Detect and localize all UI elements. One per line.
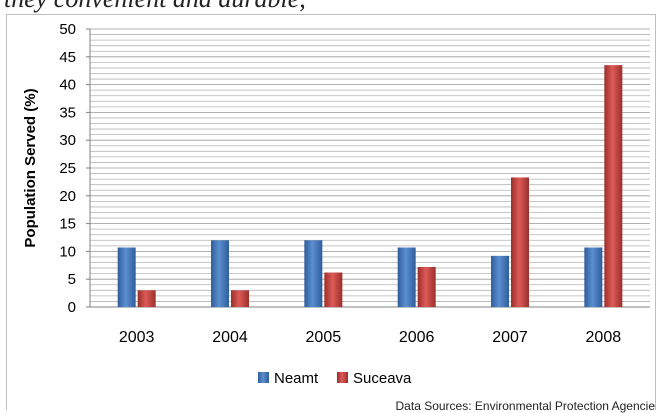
source-note: Data Sources: Environmental Protection A… — [395, 399, 655, 413]
bars — [117, 65, 623, 307]
bar-suceava-2006 — [417, 266, 436, 307]
x-tick-label-2005: 2005 — [306, 329, 342, 346]
y-tick-label: 15 — [59, 216, 76, 233]
x-tick-label-2008: 2008 — [586, 329, 622, 346]
x-tick-label-2006: 2006 — [399, 329, 435, 346]
y-tick-label: 25 — [59, 160, 76, 177]
bar-neamt-2007 — [491, 255, 509, 307]
bar-neamt-2006 — [397, 247, 416, 307]
legend-swatch-neamt — [258, 372, 269, 383]
y-tick-label: 35 — [59, 104, 76, 121]
y-axis-label: Population Served (%) — [22, 88, 39, 247]
y-tick-label: 5 — [68, 271, 76, 288]
y-tick-label: 40 — [59, 77, 76, 94]
bar-suceava-2008 — [604, 65, 623, 307]
y-tick-label: 0 — [68, 299, 76, 316]
bar-suceava-2003 — [137, 290, 156, 307]
y-tick-label: 50 — [59, 21, 76, 38]
x-tick-label-2004: 2004 — [212, 329, 248, 346]
bar-neamt-2005 — [304, 240, 323, 307]
legend-label-neamt: Neamt — [274, 370, 319, 387]
bar-suceava-2005 — [324, 272, 343, 307]
bar-neamt-2008 — [584, 247, 603, 307]
axes — [86, 28, 650, 308]
x-tick-label-2003: 2003 — [119, 329, 155, 346]
caption-fragment: they convenient and durable, — [4, 0, 306, 14]
x-tick-label-2007: 2007 — [492, 329, 528, 346]
legend-swatch-suceava — [337, 372, 348, 383]
chart-frame — [6, 14, 656, 410]
y-tick-label: 45 — [59, 49, 76, 66]
y-tick-label: 30 — [59, 132, 76, 149]
gridlines — [90, 28, 650, 302]
bar-suceava-2007 — [511, 177, 529, 307]
bar-neamt-2004 — [211, 240, 229, 307]
legend: Neamt Suceava — [258, 370, 412, 387]
y-tick-label: 20 — [59, 188, 76, 205]
tick-labels: 0 5 10 15 20 25 30 35 40 45 50 2003 2004 2005 2006 2007… — [59, 21, 621, 346]
y-tick-label: 10 — [59, 243, 76, 260]
legend-label-suceava: Suceava — [353, 370, 412, 387]
bar-suceava-2004 — [231, 290, 249, 307]
bar-neamt-2003 — [117, 247, 136, 307]
